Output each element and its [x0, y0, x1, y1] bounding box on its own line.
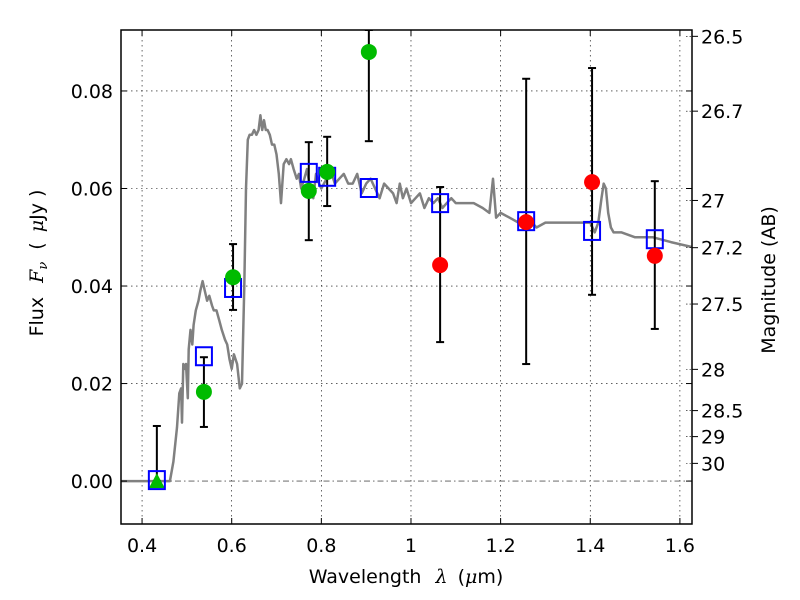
x-tick-labels: 0.4 0.6 0.8 1 1.2 1.4 1.6 — [127, 535, 695, 557]
tick-layer — [121, 30, 698, 524]
y-axis-label-text: Flux — [26, 297, 48, 337]
y-tick-label: 0.06 — [71, 178, 113, 200]
x-tick-label: 1.4 — [575, 535, 605, 557]
model-photometry-marker — [299, 162, 318, 183]
y-tick-label: 0.08 — [71, 81, 113, 103]
x-tick-label: 1.6 — [665, 535, 695, 557]
y2-axis-label: Magnitude (AB) — [758, 206, 780, 354]
y2-tick-label: 26.7 — [701, 101, 743, 123]
model-photometry-marker — [583, 220, 602, 241]
x-axis-label-text: Wavelength — [309, 566, 422, 588]
observed-detections-marker — [195, 383, 212, 400]
observed-detections-marker — [360, 43, 377, 60]
x-axis-label-unit-open: ( — [458, 566, 465, 588]
observed-nir-marker — [432, 257, 449, 274]
x-axis-label-unit-mu: μ — [465, 566, 477, 588]
observed-detections-marker — [225, 269, 242, 286]
y2-tick-label: 27.5 — [701, 294, 743, 316]
y2-tick-label: 27 — [701, 190, 725, 212]
y-axis-label-symbol: F — [26, 269, 48, 284]
observed-detections-marker — [300, 182, 317, 199]
model-photometry-marker — [147, 470, 166, 491]
y-tick-labels: 0.00 0.02 0.04 0.06 0.08 — [71, 81, 113, 493]
y2-tick-label: 26.5 — [701, 26, 743, 48]
grid — [121, 30, 692, 524]
model-photometry-marker — [194, 346, 213, 367]
plot-frame — [120, 29, 693, 525]
x-tick-label: 1.2 — [486, 535, 516, 557]
y2-tick-label: 29 — [701, 427, 725, 449]
observed-nir-marker — [646, 247, 663, 264]
observed-nir-marker — [584, 174, 601, 191]
y-tick-label: 0.02 — [71, 374, 113, 396]
y2-tick-label: 27.2 — [701, 238, 743, 260]
observed-upper-limit-marker — [148, 473, 165, 489]
y-tick-label: 0.00 — [71, 471, 113, 493]
errorbar-layer — [152, 30, 659, 483]
observed-nir-marker — [518, 214, 535, 231]
marker-layer — [147, 43, 664, 491]
x-axis-label-symbol: λ — [434, 566, 447, 588]
model-photometry-marker — [359, 178, 378, 199]
y2-tick-label: 28.5 — [701, 401, 743, 423]
x-axis-label-unit-rest: m) — [477, 566, 503, 588]
y-axis-label-unit-rest: Jy ) — [26, 190, 48, 221]
y-axis-label-sub: ν — [36, 262, 51, 270]
y-axis-label: Flux Fν ( μJy ) — [26, 190, 52, 337]
y-tick-label: 0.04 — [71, 276, 113, 298]
x-tick-label: 0.4 — [127, 535, 157, 557]
y-axis-label-unit-open: ( — [26, 242, 48, 249]
model-photometry-marker — [431, 193, 450, 214]
observed-detections-marker — [319, 163, 336, 180]
y-axis-label-unit-mu: μ — [26, 220, 48, 232]
y2-tick-label: 28 — [701, 359, 725, 381]
x-tick-label: 0.6 — [217, 535, 247, 557]
x-tick-label: 1 — [405, 535, 417, 557]
y2-tick-label: 30 — [701, 453, 725, 475]
x-tick-label: 0.8 — [306, 535, 336, 557]
y2-tick-labels: 26.5 26.7 27 27.2 27.5 28 28.5 29 30 — [701, 26, 743, 475]
x-axis-label: Wavelength λ (μm) — [309, 566, 504, 588]
model-photometry-marker — [517, 211, 536, 232]
